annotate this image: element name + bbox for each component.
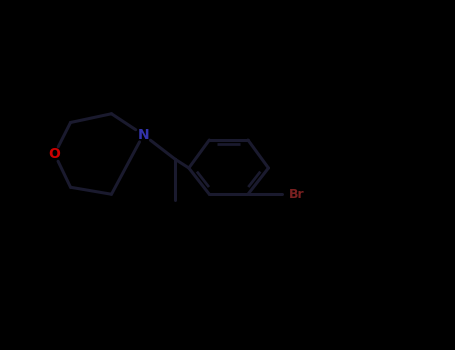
Text: N: N <box>137 128 149 142</box>
Text: Br: Br <box>289 188 304 201</box>
Text: O: O <box>49 147 61 161</box>
